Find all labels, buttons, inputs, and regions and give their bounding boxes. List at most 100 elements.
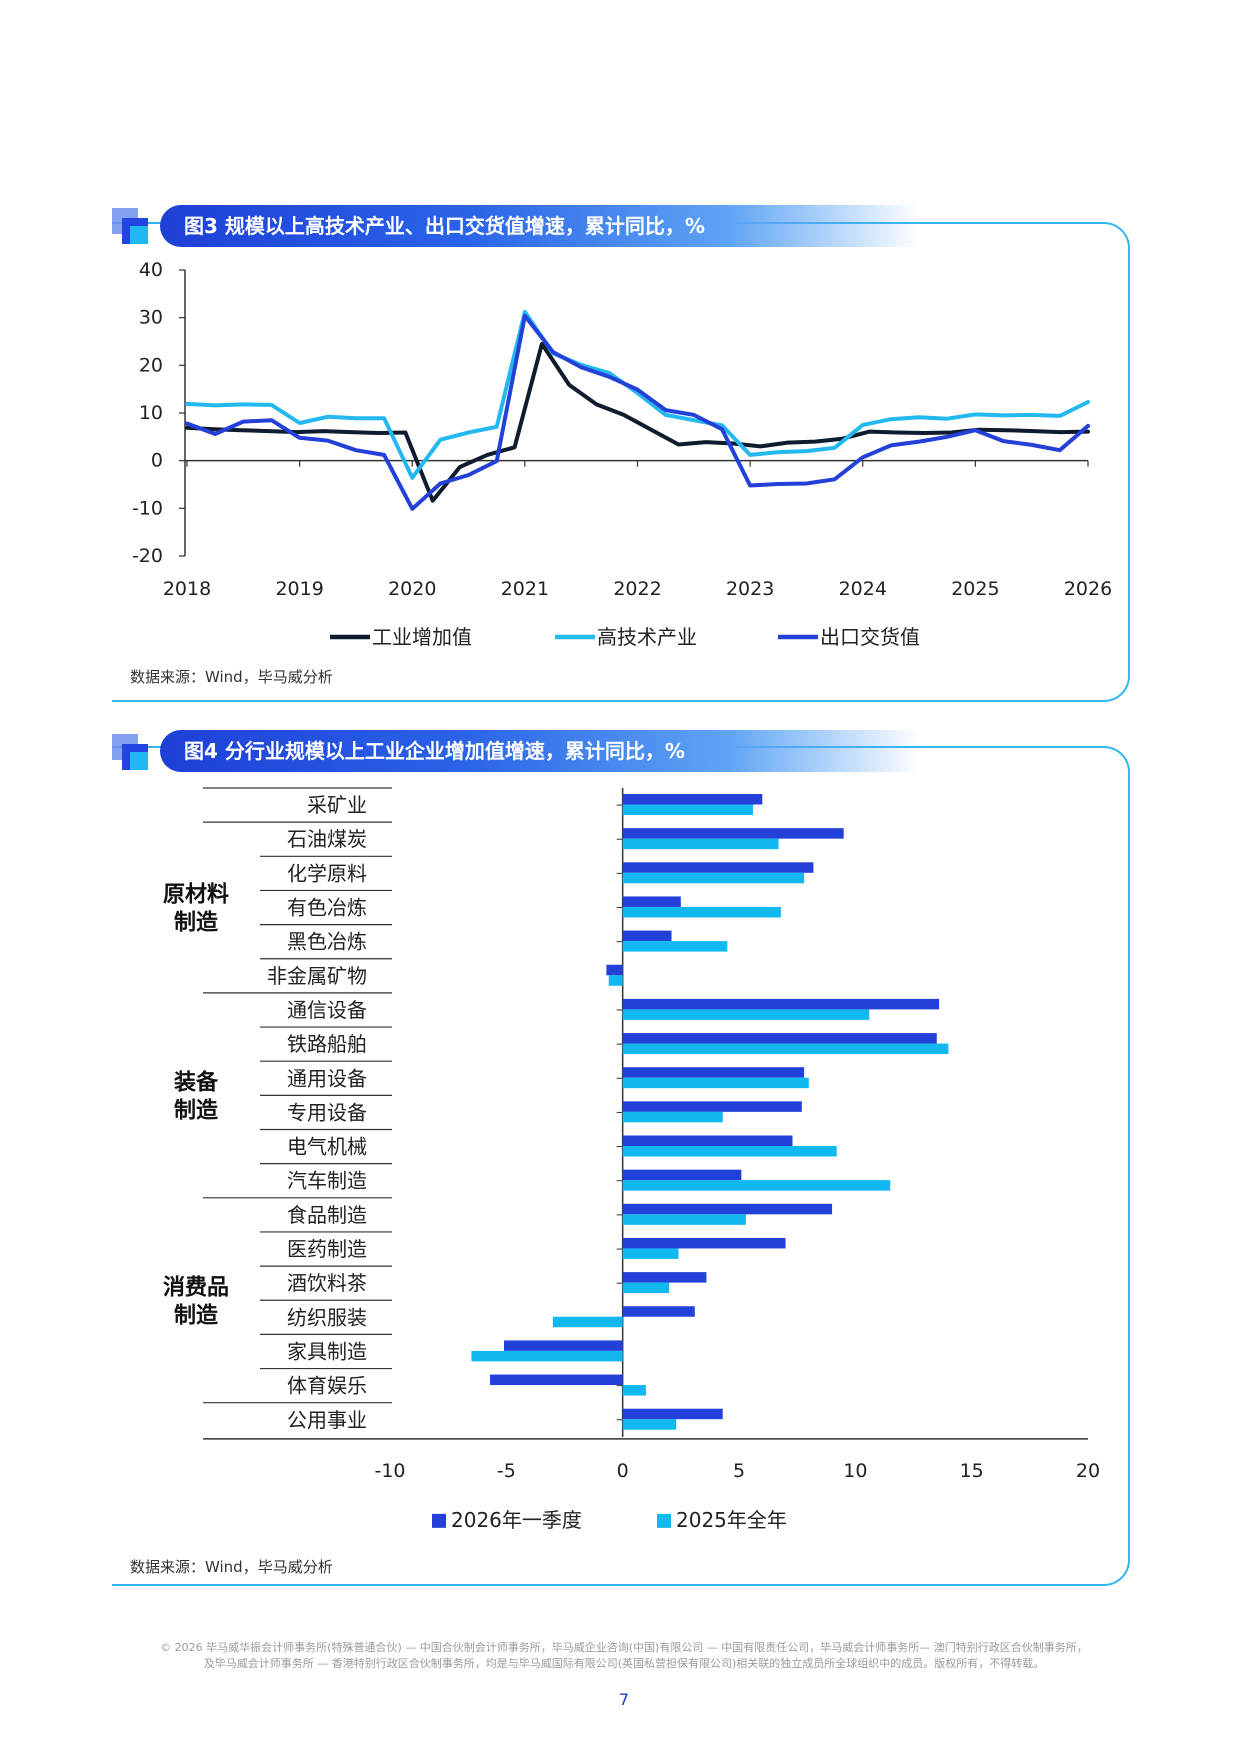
x-tick-label: 2025 <box>951 578 999 600</box>
bar <box>622 872 805 884</box>
copyright-footer: © 2026 毕马威华振会计师事务所(特殊普通合伙) — 中国合伙制会计师事务所… <box>118 1640 1130 1672</box>
category-label: 石油煤炭 <box>287 827 367 851</box>
fig3-source: 数据来源：Wind，毕马威分析 <box>130 668 333 686</box>
category-label: 专用设备 <box>287 1100 367 1124</box>
x-tick-label: 20 <box>1076 1460 1100 1482</box>
category-label: 铁路船舶 <box>287 1032 367 1056</box>
bar <box>622 1101 802 1112</box>
group-label: 制造 <box>174 1303 218 1328</box>
category-label: 纺织服装 <box>287 1305 367 1329</box>
group-label: 制造 <box>174 1098 218 1123</box>
bar <box>622 1214 746 1225</box>
category-label: 家具制造 <box>287 1339 367 1363</box>
legend-label: 高技术产业 <box>597 625 697 649</box>
category-label: 通信设备 <box>287 998 367 1022</box>
fig4-chart: -10 -5 0 5 10 15 20 采矿业石油煤炭化学原料有色冶炼黑色冶炼非金属矿物通信设… <box>163 787 1100 1532</box>
copyright-line-1: © 2026 毕马威华振会计师事务所(特殊普通合伙) — 中国合伙制会计师事务所… <box>160 1641 1088 1654</box>
bar <box>622 862 814 873</box>
legend-label: 2026年一季度 <box>451 1508 582 1532</box>
x-tick-label: 15 <box>960 1460 984 1482</box>
fig3-title-icon <box>112 208 152 248</box>
bar <box>552 1316 623 1328</box>
y-tick-label: -10 <box>132 497 163 519</box>
bar <box>622 1067 805 1078</box>
bar <box>622 1408 723 1420</box>
bar <box>622 896 681 907</box>
bar <box>622 1282 670 1294</box>
y-tick-label: -20 <box>132 545 163 567</box>
bar <box>622 1306 695 1317</box>
bar <box>622 1043 949 1055</box>
category-label: 有色冶炼 <box>287 896 367 920</box>
bar <box>622 794 763 805</box>
fig4-title: 图4 分行业规模以上工业企业增加值增速，累计同比，% <box>160 730 920 772</box>
bar <box>608 975 623 986</box>
bar <box>490 1374 623 1386</box>
copyright-line-2: 及毕马威会计师事务所 — 香港特别行政区合伙制事务所，均是与毕马威国际有限公司(… <box>203 1657 1045 1670</box>
bar <box>622 838 779 850</box>
y-tick-label: 10 <box>139 402 163 424</box>
bar <box>622 1077 809 1089</box>
bar <box>606 964 623 976</box>
fig4-source: 数据来源：Wind，毕马威分析 <box>130 1558 333 1576</box>
bar <box>622 1248 679 1259</box>
bar <box>622 998 940 1010</box>
x-tick-label: -10 <box>374 1460 405 1482</box>
y-tick-label: 0 <box>151 450 163 472</box>
x-tick-label: 2024 <box>839 578 887 600</box>
bar <box>622 1033 937 1044</box>
page-number: 7 <box>618 1690 630 1709</box>
category-label: 汽车制造 <box>287 1169 367 1193</box>
bar <box>622 1111 723 1123</box>
bar <box>622 1203 833 1215</box>
x-tick-label: 2019 <box>275 578 323 600</box>
bar <box>622 1009 870 1020</box>
x-tick-label: 2022 <box>613 578 661 600</box>
x-tick-label: 5 <box>733 1460 745 1482</box>
x-tick-label: 10 <box>843 1460 867 1482</box>
legend-swatch <box>657 1513 671 1528</box>
x-tick-label: -5 <box>497 1460 516 1482</box>
bar <box>471 1350 623 1362</box>
x-tick-label: 0 <box>617 1460 629 1482</box>
bar <box>622 1169 742 1181</box>
fig4-title-icon <box>112 734 152 774</box>
legend-swatch <box>432 1513 446 1528</box>
series-line <box>185 341 1090 503</box>
group-label: 消费品 <box>163 1275 229 1300</box>
x-tick-label: 2026 <box>1064 578 1112 600</box>
category-label: 公用事业 <box>287 1408 367 1432</box>
legend-label: 出口交货值 <box>820 625 920 649</box>
fig3-title: 图3 规模以上高技术产业、出口交货值增速，累计同比，% <box>160 205 920 247</box>
group-label: 制造 <box>174 911 218 936</box>
bar <box>622 1272 707 1283</box>
bar <box>622 1135 793 1146</box>
y-tick-label: 20 <box>139 354 163 376</box>
bar <box>622 804 753 815</box>
y-tick-label: 40 <box>139 259 163 281</box>
category-label: 通用设备 <box>287 1066 367 1090</box>
x-tick-label: 2023 <box>726 578 774 600</box>
legend-label: 工业增加值 <box>372 625 472 649</box>
group-label: 原材料 <box>163 883 229 908</box>
x-tick-label: 2021 <box>501 578 549 600</box>
bar <box>622 1146 837 1157</box>
category-label: 采矿业 <box>307 793 367 817</box>
bar <box>622 1385 646 1396</box>
y-tick-label: 30 <box>139 307 163 329</box>
bar <box>622 941 728 952</box>
bar <box>622 1237 786 1249</box>
category-label: 化学原料 <box>287 861 367 885</box>
category-label: 医药制造 <box>287 1237 367 1261</box>
group-label: 装备 <box>174 1069 219 1095</box>
bar <box>622 1419 677 1430</box>
category-label: 非金属矿物 <box>267 964 367 988</box>
legend-label: 2025年全年 <box>676 1508 787 1532</box>
bar <box>622 906 781 918</box>
x-tick-label: 2018 <box>163 578 211 600</box>
x-tick-label: 2020 <box>388 578 436 600</box>
series-line <box>185 309 1090 480</box>
bar <box>622 930 672 942</box>
bar <box>504 1340 623 1351</box>
